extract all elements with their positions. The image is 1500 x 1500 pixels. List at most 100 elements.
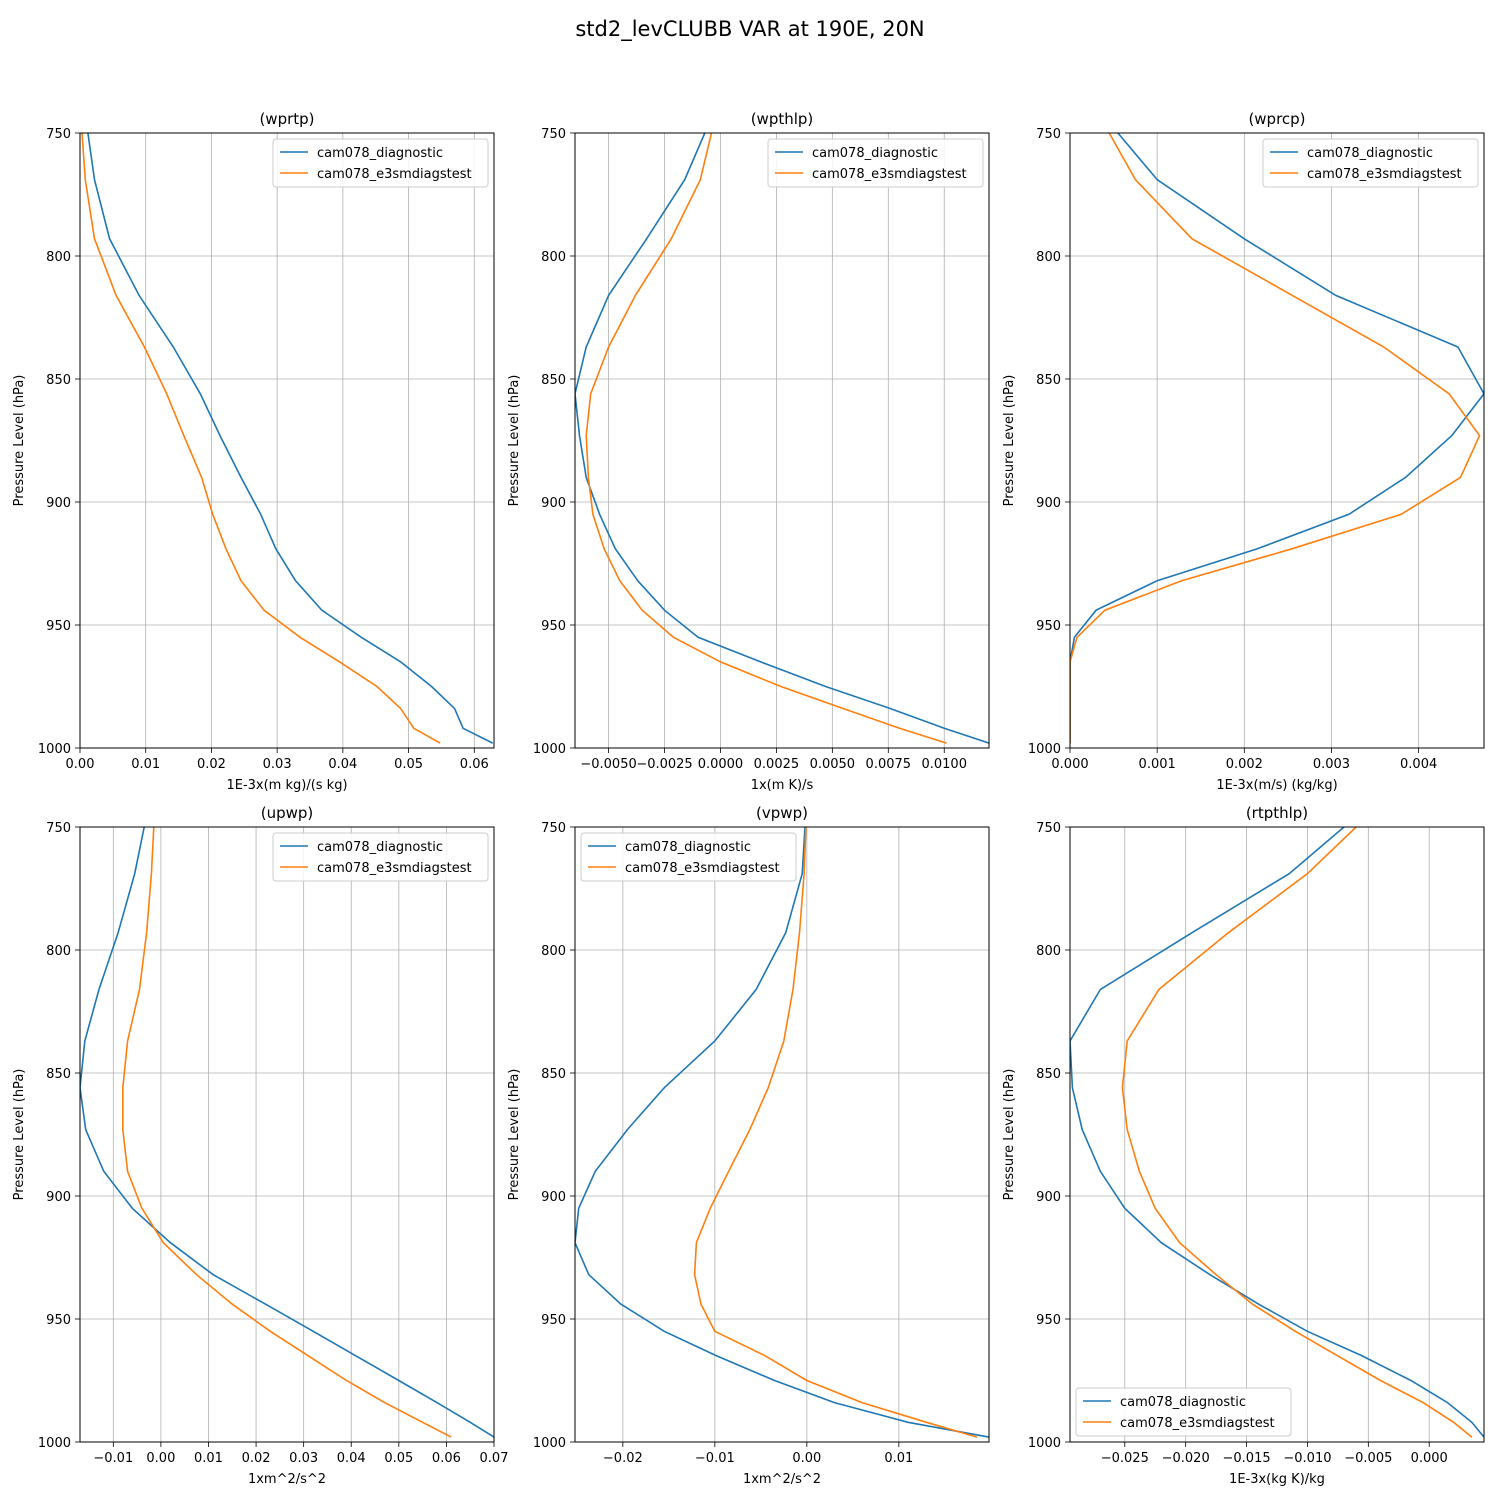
y-tick-label: 900 (46, 496, 71, 511)
x-axis-label: 1xm^2/s^2 (248, 1472, 326, 1487)
legend-box (767, 138, 984, 188)
subplot-title: (wprcp) (1248, 110, 1305, 128)
x-tick-label: 0.002 (1226, 757, 1263, 772)
legend: cam078_diagnostic cam078_e3smdiagstest (1262, 138, 1479, 188)
y-tick-label: 850 (1036, 373, 1061, 388)
panel-vpwp: −0.02 −0.01 0.00 0.01 750 800 850 900 950 1000 (vp… (507, 804, 990, 1487)
x-tick-label: 0.03 (289, 1451, 318, 1466)
axes-frame (79, 826, 495, 1443)
x-tick-label: −0.010 (1283, 1451, 1331, 1466)
series-line-cam078_e3smdiagstest (585, 133, 947, 744)
x-tick-label: 0.000 (1411, 1451, 1448, 1466)
axes-frame (574, 826, 990, 1443)
legend-label: cam078_e3smdiagstest (317, 167, 472, 182)
series-line-cam078_e3smdiagstest (81, 133, 441, 744)
axes-frame (1069, 132, 1485, 749)
legend-label: cam078_e3smdiagstest (1307, 167, 1462, 182)
y-tick-label: 750 (541, 127, 566, 142)
x-tick-label: 0.0025 (754, 757, 800, 772)
y-tick-label: 850 (541, 1067, 566, 1082)
legend-label: cam078_e3smdiagstest (625, 861, 780, 876)
y-tick-label: 1000 (1028, 742, 1061, 757)
legend: cam078_diagnostic cam078_e3smdiagstest (1075, 1387, 1292, 1437)
y-tick-label: 950 (541, 619, 566, 634)
x-tick-label: 0.01 (884, 1451, 913, 1466)
x-tick-label: 0.05 (384, 1451, 413, 1466)
x-tick-label: 0.04 (328, 757, 357, 772)
x-tick-label: 0.00 (66, 757, 95, 772)
y-axis-label: Pressure Level (hPa) (507, 375, 522, 507)
x-tick-label: 0.0075 (866, 757, 912, 772)
legend-label: cam078_e3smdiagstest (317, 861, 472, 876)
x-axis-label: 1E-3x(m kg)/(s kg) (226, 778, 347, 793)
x-tick-label: 0.04 (337, 1451, 366, 1466)
y-tick-label: 800 (46, 250, 71, 265)
y-axis-label: Pressure Level (hPa) (12, 375, 27, 507)
legend-label: cam078_diagnostic (1307, 146, 1433, 161)
series-line-cam078_diagnostic (87, 133, 494, 744)
y-tick-label: 900 (541, 1190, 566, 1205)
x-tick-label: −0.020 (1162, 1451, 1210, 1466)
legend-label: cam078_diagnostic (625, 840, 751, 855)
y-tick-label: 850 (541, 373, 566, 388)
axes-frame (574, 132, 990, 749)
x-tick-label: −0.01 (93, 1451, 133, 1466)
y-tick-label: 1000 (1028, 1436, 1061, 1451)
legend-label: cam078_diagnostic (812, 146, 938, 161)
x-tick-label: 0.0050 (810, 757, 856, 772)
x-tick-label: −0.0025 (636, 757, 692, 772)
legend: cam078_diagnostic cam078_e3smdiagstest (272, 138, 489, 188)
series-line-cam078_diagnostic (80, 827, 494, 1438)
y-axis-label: Pressure Level (hPa) (12, 1069, 27, 1201)
figure-title: std2_levCLUBB VAR at 190E, 20N (575, 17, 924, 42)
x-tick-label: −0.025 (1101, 1451, 1149, 1466)
series-line-cam078_e3smdiagstest (1070, 133, 1481, 744)
legend: cam078_diagnostic cam078_e3smdiagstest (767, 138, 984, 188)
y-tick-label: 900 (1036, 496, 1061, 511)
x-tick-label: 0.00 (146, 1451, 175, 1466)
panel-upwp: −0.01 0.00 0.01 0.02 0.03 0.04 0.05 0.06 0.07 750… (12, 804, 508, 1487)
series-line-cam078_diagnostic (1070, 827, 1484, 1438)
subplot-title: (upwp) (261, 804, 314, 822)
x-axis-label: 1E-3x(m/s) (kg/kg) (1216, 778, 1337, 793)
series-line-cam078_e3smdiagstest (693, 827, 978, 1438)
x-tick-label: 0.02 (242, 1451, 271, 1466)
x-tick-label: 0.01 (131, 757, 160, 772)
x-tick-label: −0.015 (1223, 1451, 1271, 1466)
y-axis-label: Pressure Level (hPa) (507, 1069, 522, 1201)
y-tick-label: 950 (1036, 1313, 1061, 1328)
x-axis-label: 1xm^2/s^2 (743, 1472, 821, 1487)
x-tick-label: 0.07 (480, 1451, 509, 1466)
subplot-title: (wpthlp) (751, 110, 814, 128)
x-tick-label: 0.004 (1400, 757, 1437, 772)
x-tick-label: 0.02 (197, 757, 226, 772)
y-tick-label: 750 (1036, 821, 1061, 836)
x-tick-label: −0.02 (603, 1451, 643, 1466)
x-tick-label: 0.003 (1313, 757, 1350, 772)
y-tick-label: 950 (1036, 619, 1061, 634)
y-tick-label: 1000 (533, 742, 566, 757)
x-tick-label: 0.05 (394, 757, 423, 772)
x-tick-label: 0.01 (194, 1451, 223, 1466)
y-axis-label: Pressure Level (hPa) (1002, 1069, 1017, 1201)
series-line-cam078_e3smdiagstest (1121, 827, 1473, 1438)
y-tick-label: 900 (46, 1190, 71, 1205)
y-tick-label: 1000 (38, 1436, 71, 1451)
y-tick-label: 1000 (533, 1436, 566, 1451)
y-tick-label: 750 (46, 821, 71, 836)
panel-wpthlp: −0.0050 −0.0025 0.0000 0.0025 0.0050 0.0075 0.… (507, 110, 990, 793)
panel-rtpthlp: −0.025 −0.020 −0.015 −0.010 −0.005 0.000 750 80… (1002, 804, 1485, 1487)
x-axis-label: 1x(m K)/s (751, 778, 814, 793)
subplot-title: (vpwp) (756, 804, 808, 822)
x-axis-label: 1E-3x(kg K)/kg (1229, 1472, 1325, 1487)
x-tick-label: 0.00 (792, 1451, 821, 1466)
y-tick-label: 900 (1036, 1190, 1061, 1205)
legend-box (272, 832, 489, 882)
y-tick-label: 750 (1036, 127, 1061, 142)
x-tick-label: 0.03 (263, 757, 292, 772)
y-tick-label: 750 (541, 821, 566, 836)
x-tick-label: 0.06 (432, 1451, 461, 1466)
x-tick-label: −0.01 (695, 1451, 735, 1466)
legend-label: cam078_diagnostic (317, 840, 443, 855)
